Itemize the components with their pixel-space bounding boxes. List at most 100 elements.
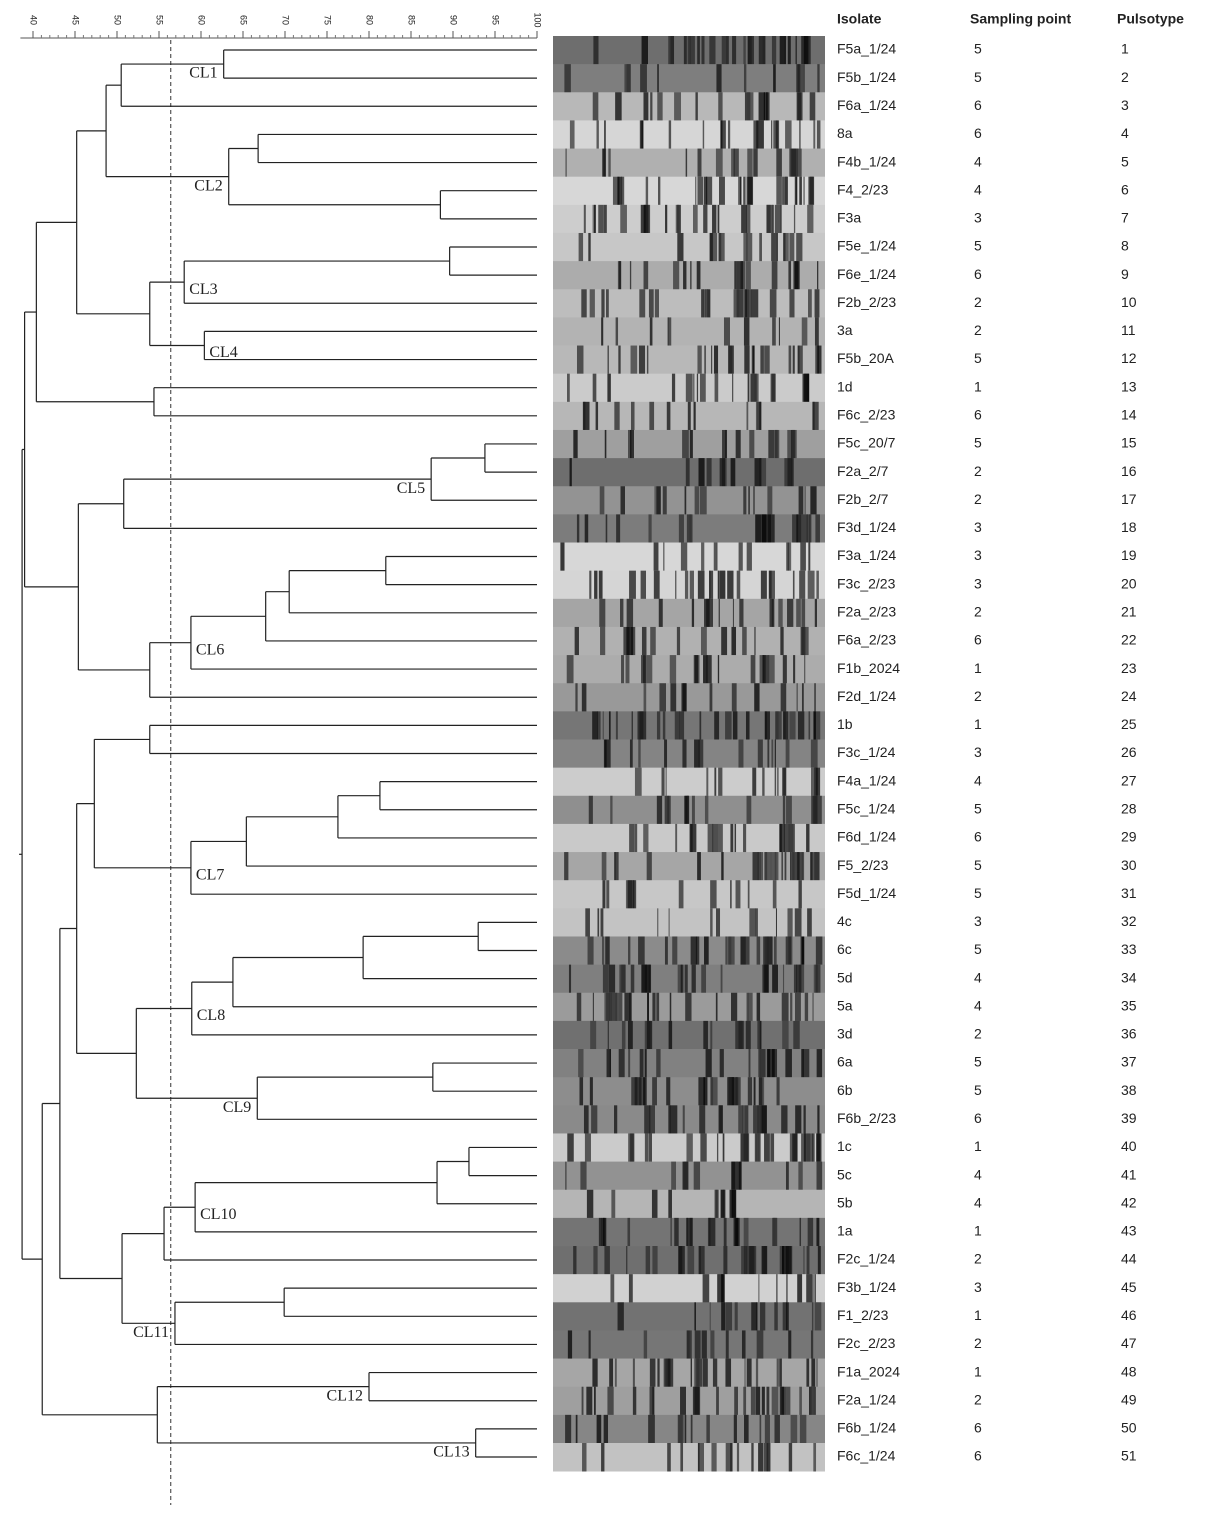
gel-band <box>691 795 695 825</box>
cell: F6a_1/24 <box>837 97 896 113</box>
gel-band <box>776 1358 779 1388</box>
gel-band <box>796 514 802 543</box>
cell: 4 <box>974 969 982 985</box>
gel-band <box>743 232 748 262</box>
gel-band <box>664 936 668 965</box>
gel-band <box>646 852 652 881</box>
gel-band <box>723 1217 727 1247</box>
gel-band <box>779 1358 782 1388</box>
cell: 1 <box>1121 41 1129 57</box>
gel-band <box>601 852 607 881</box>
gel-band <box>694 655 699 684</box>
gel-band <box>758 1077 763 1106</box>
gel-band <box>586 1386 593 1416</box>
gel-band <box>801 936 804 965</box>
cell: 5c <box>837 1166 852 1182</box>
gel-band <box>668 36 671 65</box>
gel-band <box>750 1386 756 1416</box>
gel-band <box>806 36 811 65</box>
gel-band <box>675 570 677 600</box>
cell: 5d <box>837 969 853 985</box>
cluster-label: CL5 <box>397 480 425 497</box>
gel-band <box>812 401 819 431</box>
gel-band <box>783 232 789 262</box>
cell: 30 <box>1121 857 1137 873</box>
gel-band <box>730 1443 733 1472</box>
cell: 48 <box>1121 1363 1137 1379</box>
gel-band <box>702 1274 710 1303</box>
gel-band <box>730 880 732 909</box>
gel-band <box>582 1443 587 1472</box>
gel-band <box>670 683 677 712</box>
gel-band <box>650 626 656 656</box>
gel-band <box>779 36 786 65</box>
gel-band <box>753 486 755 515</box>
cell: 6 <box>974 97 982 113</box>
gel-band <box>789 1133 794 1162</box>
gel-band <box>704 598 710 628</box>
gel-band <box>738 542 743 572</box>
gel-band <box>703 655 708 684</box>
gel-band <box>646 345 649 375</box>
gel-band <box>592 1358 598 1388</box>
gel-band <box>715 148 723 178</box>
gel-band <box>687 795 690 825</box>
cluster-label: CL3 <box>189 281 217 298</box>
gel-band <box>811 1133 815 1162</box>
gel-band <box>698 739 704 768</box>
gel-band <box>567 373 570 403</box>
gel-lane <box>553 767 825 797</box>
gel-band <box>731 148 735 178</box>
cell: 35 <box>1121 997 1137 1013</box>
gel-band <box>664 1358 671 1388</box>
gel-band <box>620 598 624 628</box>
gel-band <box>814 598 817 628</box>
gel-band <box>618 345 621 375</box>
gel-band <box>761 1386 765 1416</box>
gel-band <box>626 598 634 628</box>
gel-band <box>771 120 773 149</box>
gel-band <box>807 1274 814 1303</box>
cell: F5a_1/24 <box>837 41 896 57</box>
gel-band <box>754 458 762 487</box>
cell: F6d_1/24 <box>837 829 896 845</box>
gel-band <box>712 823 719 853</box>
gel-band <box>614 852 619 881</box>
gel-band <box>766 1386 770 1416</box>
gel-lane <box>553 1414 825 1444</box>
cell: 51 <box>1121 1448 1137 1464</box>
gel-band <box>641 626 647 656</box>
gel-band <box>813 711 816 740</box>
gel-band <box>784 36 786 65</box>
cell: 5 <box>974 1082 982 1098</box>
gel-band <box>581 289 587 318</box>
gel-band <box>606 880 610 909</box>
gel-band <box>685 148 688 178</box>
gel-band <box>753 1105 757 1134</box>
gel-band <box>686 1133 693 1162</box>
gel-band <box>780 626 784 656</box>
gel-band <box>806 1246 810 1275</box>
gel-band <box>791 852 795 881</box>
gel-band <box>778 598 783 628</box>
gel-band <box>812 992 814 1022</box>
gel-band <box>735 1217 739 1247</box>
cell: 21 <box>1121 604 1137 620</box>
gel-band <box>813 711 821 740</box>
gel-band <box>754 373 759 403</box>
gel-band <box>706 458 712 487</box>
gel-band <box>684 570 689 600</box>
gel-band <box>730 823 734 853</box>
gel-band <box>723 317 730 346</box>
gel-band <box>666 1077 671 1106</box>
gel-band <box>745 1246 749 1275</box>
cell: 6 <box>974 1110 982 1126</box>
gel-band <box>760 345 764 375</box>
gel-band <box>598 1217 602 1247</box>
gel-band <box>678 514 684 543</box>
gel-band <box>734 261 737 290</box>
gel-band <box>816 1161 823 1191</box>
gel-band <box>608 711 611 740</box>
gel-band <box>767 514 771 543</box>
gel-band <box>758 1443 764 1472</box>
